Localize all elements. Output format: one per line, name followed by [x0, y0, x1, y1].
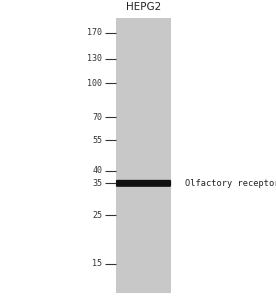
Text: 170: 170 — [87, 28, 102, 38]
Text: Olfactory receptor 5M3: Olfactory receptor 5M3 — [185, 179, 276, 188]
Text: 15: 15 — [92, 260, 102, 268]
Bar — [116, 17, 171, 293]
Text: 25: 25 — [92, 211, 102, 220]
Text: HEPG2: HEPG2 — [126, 2, 161, 12]
Text: 130: 130 — [87, 54, 102, 63]
FancyBboxPatch shape — [116, 180, 171, 187]
Text: 35: 35 — [92, 179, 102, 188]
Text: 70: 70 — [92, 113, 102, 122]
Text: 100: 100 — [87, 79, 102, 88]
Text: 55: 55 — [92, 136, 102, 145]
Text: 40: 40 — [92, 166, 102, 175]
